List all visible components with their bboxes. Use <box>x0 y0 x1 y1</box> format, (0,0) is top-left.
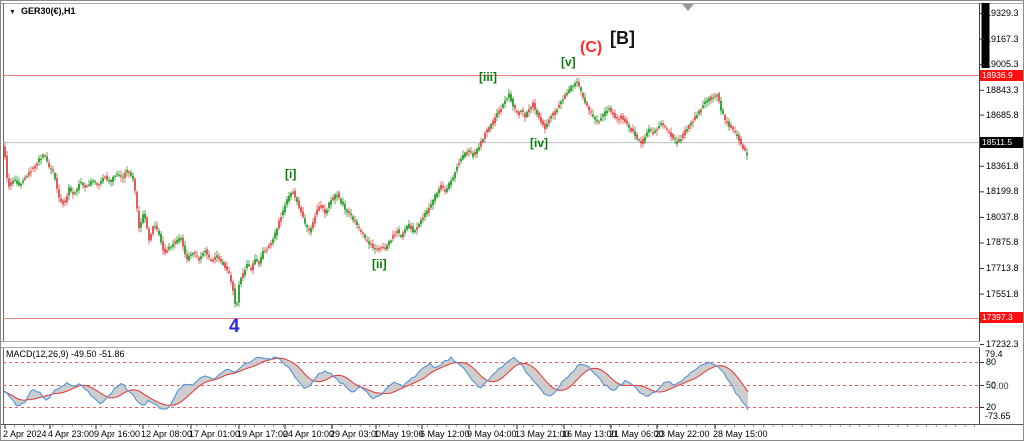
price-axis-label: 19005.3 <box>986 59 1019 70</box>
time-axis-label: 13 May 21:00 <box>515 429 570 439</box>
elliott-wave-label[interactable]: [i] <box>285 167 297 181</box>
time-axis-label: 12 Apr 08:00 <box>141 429 193 439</box>
elliott-wave-label[interactable]: [iii] <box>479 70 497 84</box>
price-axis-label: 18199.8 <box>986 186 1019 197</box>
macd-main-line <box>3 356 749 411</box>
price-axis-label: 18685.8 <box>986 109 1019 120</box>
time-axis-label: 28 May 15:00 <box>713 429 768 439</box>
candlestick-series <box>4 77 748 308</box>
price-axis-label: 17713.8 <box>986 263 1019 274</box>
macd-indicator-label: MACD(12,26,9) -49.50 -51.86 <box>6 349 125 359</box>
price-tag: 18936.9 <box>980 69 1023 81</box>
price-axis-label: 18037.8 <box>986 211 1019 222</box>
time-axis-label: 4 Apr 23:00 <box>48 429 95 439</box>
price-axis-label: 17875.8 <box>986 237 1019 248</box>
macd-fill-area <box>4 357 748 410</box>
macd-level-label: 20 <box>986 402 997 412</box>
elliott-wave-label[interactable]: [v] <box>561 55 576 69</box>
price-axis-label: 17551.8 <box>986 288 1019 299</box>
chart-title-bar: ▼ GER30(€),H1 <box>9 6 75 16</box>
time-axis-label: 9 Apr 16:00 <box>94 429 141 439</box>
price-axis-label: 17232.3 <box>986 339 1019 350</box>
scroll-position-marker-icon[interactable] <box>682 4 694 11</box>
macd-level-label: 50 <box>986 380 997 390</box>
price-axis-label: 18361.8 <box>986 160 1019 171</box>
time-axis-label: 23 May 22:00 <box>655 429 710 439</box>
price-tag: 18511.5 <box>980 136 1023 148</box>
price-axis-label: 18843.3 <box>986 84 1019 95</box>
price-axis-label: 19329.3 <box>986 8 1019 19</box>
pane-divider[interactable] <box>1 341 980 348</box>
price-axis-label: 19167.3 <box>986 33 1019 44</box>
elliott-wave-label[interactable]: [B] <box>610 28 635 48</box>
time-axis-label: 2 Apr 2024 <box>3 429 47 439</box>
time-axis-label: 17 Apr 01:00 <box>189 429 241 439</box>
macd-zero-label: 0.00 <box>991 381 1009 391</box>
time-axis-label: 24 Apr 10:00 <box>283 429 335 439</box>
time-axis-label: 1 May 19:00 <box>374 429 424 439</box>
vertical-scrollbar-thumb[interactable] <box>981 3 990 68</box>
time-axis-label: 16 May 13:00 <box>562 429 617 439</box>
time-axis-label: 6 May 12:00 <box>420 429 470 439</box>
elliott-wave-label[interactable]: (C) <box>580 39 603 56</box>
elliott-wave-label[interactable]: [iv] <box>530 136 548 150</box>
price-tag: 17397.3 <box>980 312 1023 324</box>
time-axis-label: 19 Apr 17:00 <box>237 429 289 439</box>
macd-level-label: 80 <box>986 357 997 367</box>
symbol-period-label: GER30(€),H1 <box>20 6 76 16</box>
elliott-wave-label[interactable]: [ii] <box>372 257 387 271</box>
time-axis-label: 9 May 04:00 <box>467 429 517 439</box>
elliott-wave-label[interactable]: 4 <box>229 316 240 337</box>
macd-signal-line <box>3 357 749 406</box>
chevron-down-icon[interactable]: ▼ <box>9 9 16 16</box>
time-axis-label: 29 Apr 03:00 <box>330 429 382 439</box>
time-axis-label: 21 May 06:00 <box>609 429 664 439</box>
macd-axis-max-label: 79.4 <box>985 349 1003 359</box>
macd-axis-min-label: -73.65 <box>985 411 1011 421</box>
